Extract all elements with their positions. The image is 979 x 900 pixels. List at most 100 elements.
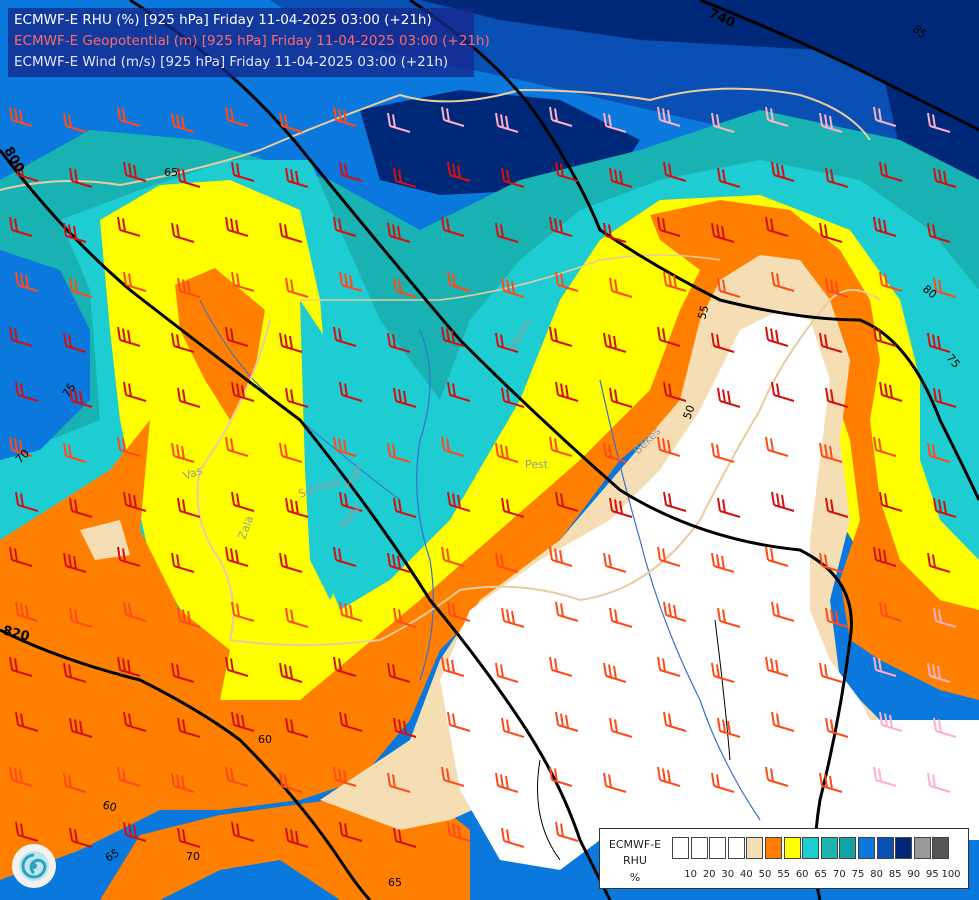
wind-barb xyxy=(333,546,357,567)
wind-barb xyxy=(339,711,363,732)
wind-barb xyxy=(123,161,147,182)
legend-swatch xyxy=(895,837,913,859)
wind-barb xyxy=(279,772,303,793)
wind-barb xyxy=(123,381,147,402)
wind-barb xyxy=(879,381,903,402)
wind-barb xyxy=(555,271,579,292)
wind-barb xyxy=(603,332,627,353)
wind-barb xyxy=(441,106,465,127)
wind-barb xyxy=(711,772,735,793)
wind-barb xyxy=(771,381,795,402)
map-title-box: ECMWF-E RHU (%) [925 hPa] Friday 11-04-2… xyxy=(8,8,490,77)
wind-barb xyxy=(879,491,903,512)
legend-tick-label: 30 xyxy=(721,869,735,880)
rhu-band-blue-west xyxy=(0,250,90,460)
wind-barb xyxy=(441,216,465,237)
wind-barb xyxy=(663,161,687,182)
wind-barb xyxy=(879,711,903,732)
wind-barb xyxy=(819,332,843,353)
wind-barb xyxy=(927,112,951,133)
legend-tick-label: 75 xyxy=(851,869,865,880)
wind-barb xyxy=(177,607,201,628)
legend-tick-label: 100 xyxy=(941,869,961,880)
wind-barb xyxy=(555,821,579,842)
wind-barb xyxy=(825,167,849,188)
wind-barb xyxy=(285,827,309,848)
wind-barb xyxy=(495,662,519,683)
country-border xyxy=(196,319,271,641)
legend-swatch xyxy=(746,837,764,859)
wind-barb xyxy=(825,607,849,628)
place-label: Vas xyxy=(182,464,205,483)
legend-swatch xyxy=(709,837,727,859)
wind-barb xyxy=(657,766,681,787)
wind-barb xyxy=(873,766,897,787)
wind-barb xyxy=(69,607,93,628)
wind-barb xyxy=(441,326,465,347)
wind-barb xyxy=(549,216,573,237)
geopotential-contour xyxy=(409,0,979,501)
wind-barb xyxy=(393,717,417,738)
wind-barb xyxy=(231,711,255,732)
wind-barb xyxy=(441,436,465,457)
wind-barb xyxy=(603,662,627,683)
wind-barb xyxy=(441,656,465,677)
wind-barb xyxy=(123,711,147,732)
wind-barb xyxy=(495,332,519,353)
wind-barb xyxy=(9,106,33,127)
wind-barb xyxy=(873,216,897,237)
legend-swatch xyxy=(727,837,745,859)
ecmwf-logo xyxy=(12,844,56,888)
wind-barb xyxy=(549,106,573,127)
geopotential-contour xyxy=(699,0,979,132)
wind-barb xyxy=(717,277,741,298)
wind-barb xyxy=(495,552,519,573)
wind-barb xyxy=(657,106,681,127)
wind-barb xyxy=(927,662,951,683)
wind-barb xyxy=(387,332,411,353)
wind-barb xyxy=(225,106,249,127)
wind-barb xyxy=(393,497,417,518)
wind-barb xyxy=(873,326,897,347)
wind-barb xyxy=(765,546,789,567)
wind-barb xyxy=(927,772,951,793)
rhu-band-orange-blob xyxy=(175,268,265,420)
legend-tick-label: 80 xyxy=(870,869,883,880)
wind-barb xyxy=(15,161,39,182)
wind-barb xyxy=(393,277,417,298)
wind-barb xyxy=(771,711,795,732)
wind-barb xyxy=(231,381,255,402)
country-border xyxy=(0,87,871,191)
wind-barb xyxy=(873,546,897,567)
wind-barb xyxy=(63,332,87,353)
wind-barb xyxy=(765,326,789,347)
wind-barb xyxy=(225,326,249,347)
legend-swatch xyxy=(783,837,801,859)
geopotential-contour-thin xyxy=(714,619,731,761)
wind-barb xyxy=(117,106,141,127)
wind-barb xyxy=(609,387,633,408)
wind-barb xyxy=(609,497,633,518)
wind-barb xyxy=(9,766,33,787)
wind-barb xyxy=(609,277,633,298)
legend-swatch xyxy=(839,837,857,859)
wind-barb xyxy=(171,222,195,243)
legend-swatch xyxy=(932,837,950,859)
wind-barb xyxy=(117,326,141,347)
wind-barb xyxy=(339,491,363,512)
wind-barb xyxy=(177,497,201,518)
wind-barb xyxy=(549,546,573,567)
wind-barb xyxy=(609,167,633,188)
wind-barb xyxy=(339,601,363,622)
wind-barb xyxy=(15,601,39,622)
wind-barb xyxy=(15,271,39,292)
wind-barb xyxy=(285,387,309,408)
wind-barb xyxy=(63,772,87,793)
wind-barb xyxy=(339,381,363,402)
wind-barb xyxy=(447,161,471,182)
wind-barb xyxy=(387,772,411,793)
wind-barb xyxy=(285,717,309,738)
wind-barb xyxy=(15,381,39,402)
